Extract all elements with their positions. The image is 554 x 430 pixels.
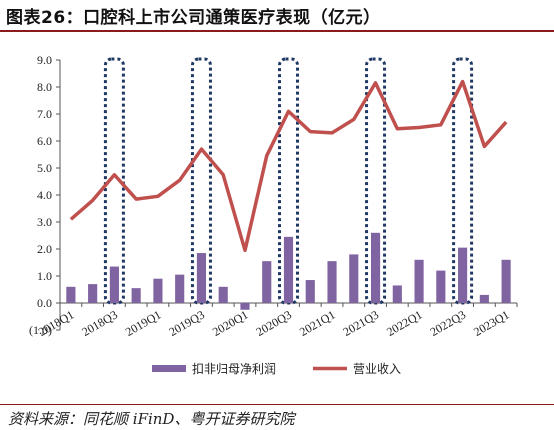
y-tick-label: 7.0 [37,107,52,121]
bar [370,232,381,303]
bar [327,261,337,303]
y-tick-label: 8.0 [37,80,52,94]
x-tick-label: 2019Q1 [123,307,163,338]
bar [262,261,272,303]
bar-series [66,232,511,310]
y-tick-label: 9.0 [37,53,52,67]
bar [88,284,98,303]
bar [458,247,468,303]
bar [501,259,511,303]
legend-swatch-bar [152,365,186,372]
bar [109,266,119,303]
legend-label-line: 营业收入 [353,362,401,376]
bar [153,278,163,303]
bar [414,259,424,303]
y-tick-label: 4.0 [37,188,52,202]
x-tick-label: 2020Q3 [254,307,294,338]
bar [131,288,141,303]
bar [305,280,315,303]
bar [66,286,76,303]
x-tick-label: 2018Q1 [36,307,76,338]
y-tick-label: 6.0 [37,134,52,148]
legend: 扣非归母净利润 营业收入 [152,362,401,376]
bar [283,236,294,303]
bar [436,270,446,303]
y-tick-label: 5.0 [37,161,52,175]
legend-label-bar: 扣非归母净利润 [192,362,276,376]
x-tick-label: 2021Q3 [341,307,381,338]
y-tick-labels: (1.0) 0.0 1.0 2.0 3.0 4.0 5.0 6.0 7.0 8.0 9.0 [29,53,52,337]
y-tick-label: 0.0 [37,296,52,310]
x-tick-label: 2022Q1 [384,307,424,338]
x-tick-label: 2019Q3 [166,307,206,338]
bar [479,294,489,303]
revenue-line [69,79,508,253]
x-tick-label: 2021Q1 [297,307,337,338]
y-tick-label: 2.0 [37,242,52,256]
source-rule [0,404,554,405]
bar [218,286,228,303]
bar [392,285,402,303]
x-tick-label: 2020Q1 [210,307,250,338]
x-tick-labels: 2018Q1 2018Q3 2019Q1 2019Q3 2020Q1 2020Q3 2021… [36,307,512,338]
source-note: 资料来源：同花顺 iFinD、粤开证券研究院 [8,410,295,428]
bar [175,274,185,303]
x-tick-label: 2023Q1 [471,307,511,338]
title-rule [0,30,554,32]
y-tick-label: (1.0) [29,323,52,337]
y-tick-label: 1.0 [37,269,52,283]
bar [196,253,207,303]
bar [349,254,359,303]
y-tick-label: 3.0 [37,215,52,229]
x-tick-label: 2022Q3 [428,307,468,338]
bar [240,303,250,310]
chart-title: 图表26：口腔科上市公司通策医疗表现（亿元） [6,8,381,28]
x-tick-label: 2018Q3 [79,307,119,338]
chart: (1.0) 0.0 1.0 2.0 3.0 4.0 5.0 6.0 7.0 8.0 9.0 2018… [29,53,518,376]
line-series [69,79,508,253]
